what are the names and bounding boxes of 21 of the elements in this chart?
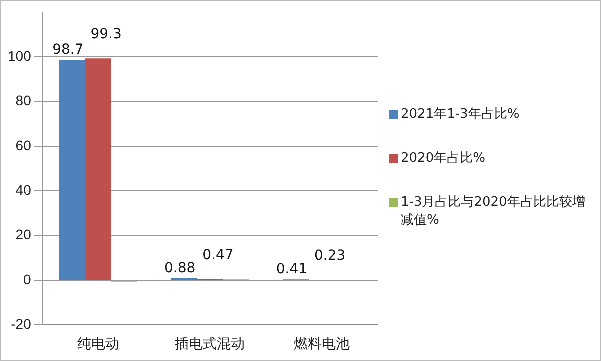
y-tick-label: 60 (16, 137, 32, 154)
y-tick-label: 100 (8, 48, 32, 64)
x-tick-label: 燃料电池 (294, 335, 350, 352)
bar (59, 60, 86, 280)
legend-label: 1-3月占比与2020年占比比较增减值% (401, 194, 586, 230)
data-label: 0.47 (202, 247, 234, 264)
y-tick-label: -20 (11, 316, 32, 332)
y-tick-label: 40 (16, 182, 32, 198)
x-tick-label: 插电式混动 (175, 335, 246, 352)
data-label: 0.23 (314, 248, 346, 264)
legend-label: 2020年占比% (401, 150, 486, 168)
x-tick-label: 纯电动 (77, 335, 120, 352)
data-label: 98.7 (52, 42, 84, 58)
legend-label: 2021年1-3年占比% (401, 106, 520, 124)
y-tick-label: 0 (24, 271, 32, 288)
y-tick-label: 80 (16, 92, 32, 109)
bar (85, 58, 112, 280)
y-tick-label: 20 (16, 226, 32, 243)
data-label: 99.3 (90, 26, 122, 43)
data-label: 0.41 (276, 262, 308, 278)
data-label: 0.88 (164, 260, 196, 277)
